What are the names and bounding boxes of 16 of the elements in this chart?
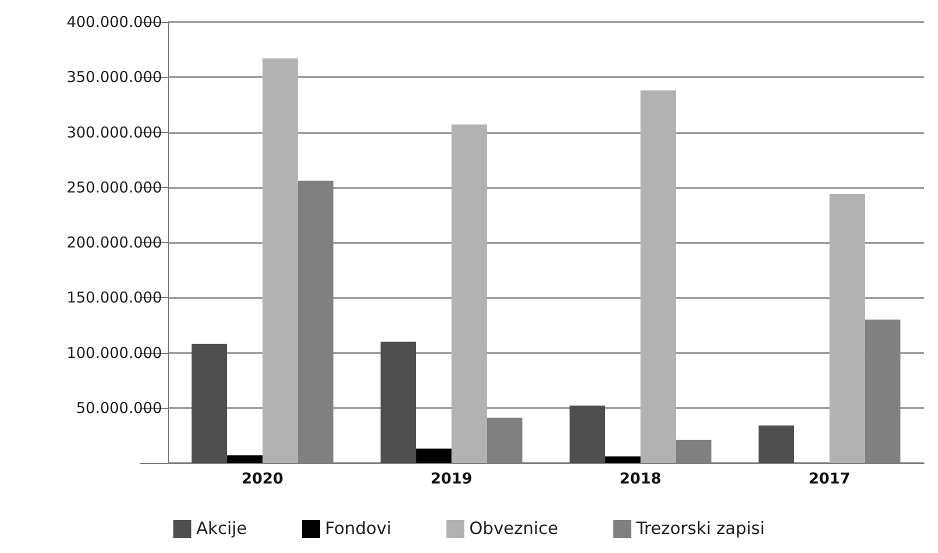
y-tick-label: 200.000.000 [66, 234, 162, 252]
y-tick-label: 400.000.000 [66, 13, 162, 31]
x-tick-label: 2020 [242, 470, 284, 488]
legend-label: Akcije [196, 519, 247, 539]
y-tick-label: 300.000.000 [66, 123, 162, 142]
legend-label: Obveznice [469, 519, 558, 539]
y-tick-label: 150.000.000 [66, 288, 162, 307]
legend-label: Fondovi [324, 519, 392, 539]
y-tick-label: 100.000.000 [66, 344, 162, 362]
y-tick-label: 250.000.000 [66, 178, 162, 196]
x-tick-label: 2017 [808, 470, 850, 488]
y-tick-label: 50.000.000 [76, 398, 162, 417]
legend-label: Trezorski zapisi [635, 519, 765, 539]
x-tick-label: 2018 [620, 470, 662, 488]
x-tick-label: 2019 [430, 470, 472, 488]
y-tick-label: 350.000.000 [66, 68, 162, 86]
